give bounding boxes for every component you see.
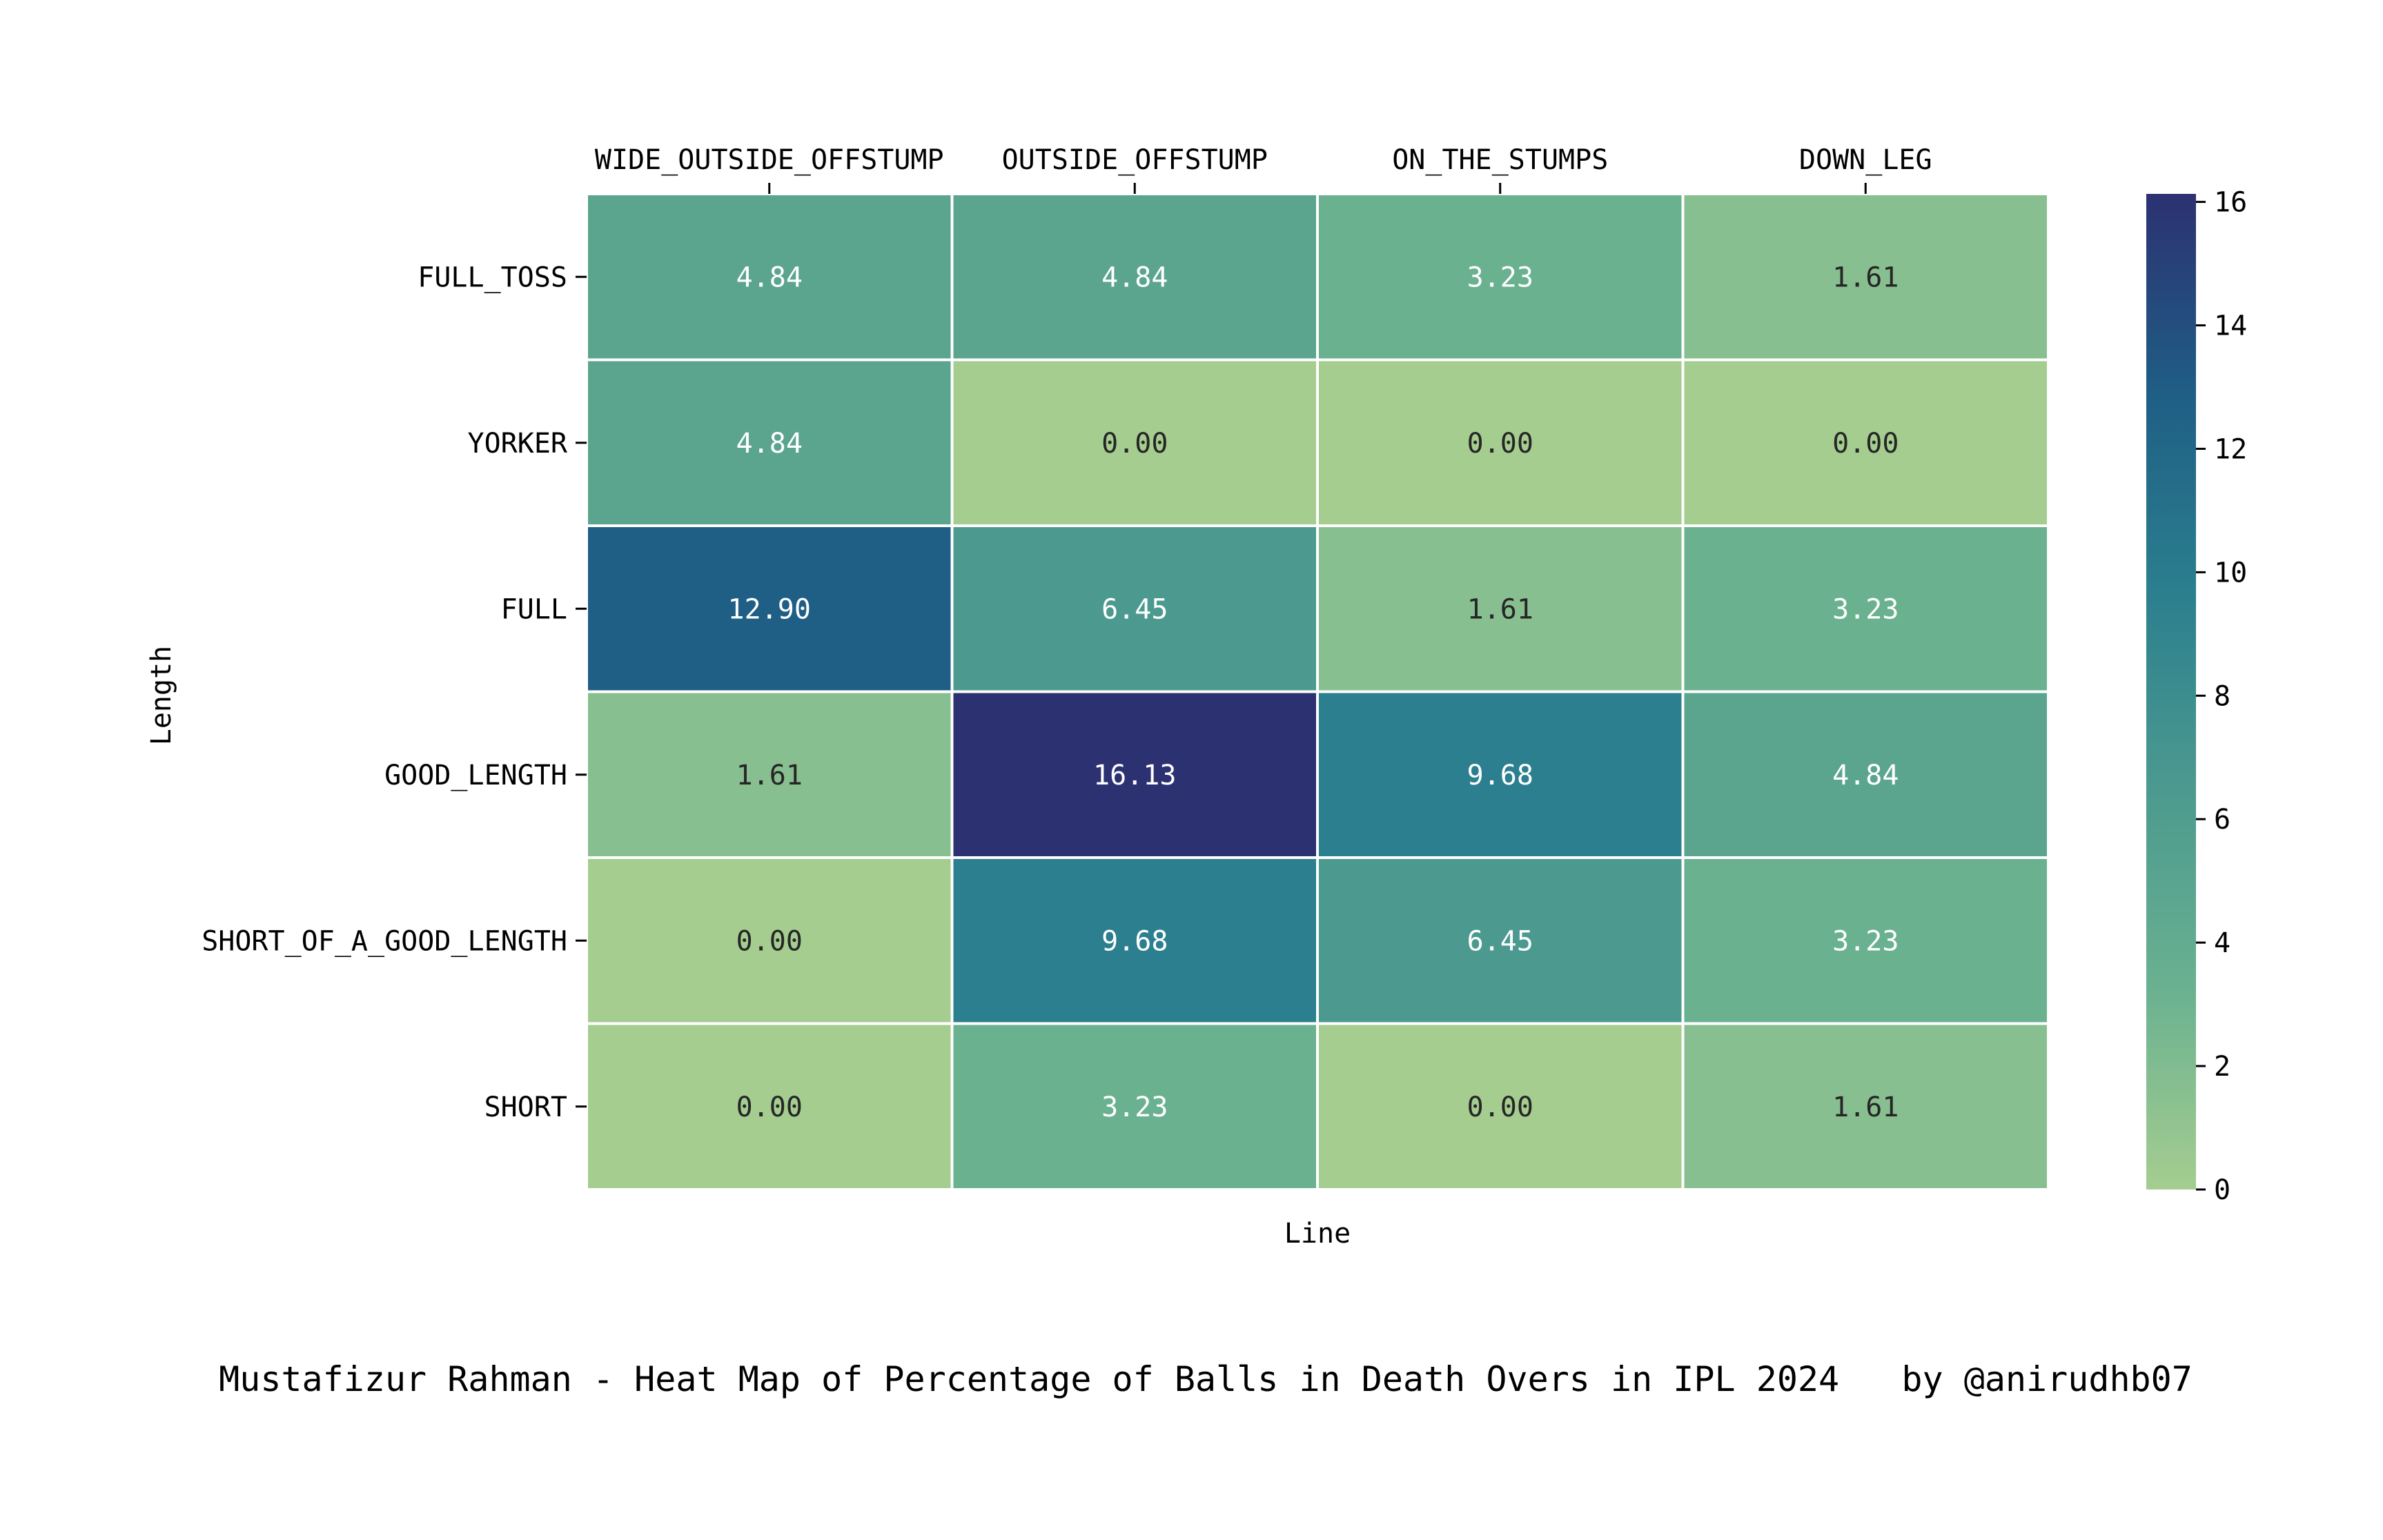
cell-value-label: 1.61: [1467, 593, 1533, 625]
colorbar-tick-label: 0: [2214, 1174, 2230, 1206]
cell-value-label: 4.84: [736, 261, 803, 293]
y-tick-label: GOOD_LENGTH: [384, 760, 567, 791]
heatmap-cell: [585, 192, 954, 362]
heatmap-cell: [1681, 524, 2050, 693]
cell-value-label: 16.13: [1093, 760, 1176, 791]
cell-value-label: 0.00: [736, 925, 803, 957]
y-tick-label: FULL: [501, 593, 567, 625]
colorbar-tick-label: 4: [2214, 927, 2230, 959]
cell-value-label: 0.00: [1467, 428, 1533, 460]
cell-value-label: 0.00: [1467, 1092, 1533, 1123]
cell-value-label: 6.45: [1467, 925, 1533, 957]
heatmap-cell: [1681, 856, 2050, 1025]
cell-value-label: 3.23: [1467, 261, 1533, 293]
cell-value-label: 3.23: [1101, 1092, 1168, 1123]
cell-value-label: 3.23: [1832, 593, 1899, 625]
y-axis: FULL_TOSS YORKER FULL GOOD_LENGTH SHORT_OF_A…: [202, 261, 587, 1123]
y-tick-label: SHORT: [484, 1092, 567, 1123]
cell-value-label: 9.68: [1467, 760, 1533, 791]
colorbar-tick-label: 6: [2214, 804, 2230, 836]
chart-title: Mustafizur Rahman - Heat Map of Percenta…: [219, 1359, 2193, 1399]
heatmap-cell: [1681, 1022, 2050, 1191]
cell-value-label: 0.00: [1101, 428, 1168, 460]
heatmap-cell: [585, 690, 954, 859]
x-axis: WIDE_OUTSIDE_OFFSTUMP OUTSIDE_OFFSTUMP ON_…: [595, 144, 1932, 194]
heatmap-cell: [1681, 358, 2050, 527]
cell-value-label: 4.84: [1101, 261, 1168, 293]
x-tick-label: OUTSIDE_OFFSTUMP: [1002, 144, 1268, 176]
heatmap-cell: [950, 192, 1319, 362]
cell-value-label: 4.84: [1832, 760, 1899, 791]
cell-value-label: 0.00: [736, 1092, 803, 1123]
colorbar-tick-label: 8: [2214, 680, 2230, 712]
heatmap-cell: [1316, 1022, 1685, 1191]
cell-value-label: 9.68: [1101, 925, 1168, 957]
colorbar-tick-label: 16: [2214, 187, 2247, 219]
heatmap-cell: [585, 358, 954, 527]
heatmap-cell: [950, 358, 1319, 527]
cell-value-label: 1.61: [1832, 261, 1899, 293]
heatmap-cells: 4.84 4.84 3.23 1.61 4.84 0.00 0.00 0.00 12.90 6.4…: [585, 192, 2050, 1191]
cell-value-label: 12.90: [728, 593, 811, 625]
heatmap-cell: [950, 1022, 1319, 1191]
colorbar-tick-label: 12: [2214, 433, 2247, 465]
cell-value-label: 1.61: [736, 760, 803, 791]
heatmap-cell: [585, 856, 954, 1025]
heatmap-cell: [1316, 856, 1685, 1025]
colorbar-gradient: [2146, 194, 2196, 1189]
colorbar: 0 2 4 6 8 10 12 14 16: [2146, 187, 2247, 1206]
x-axis-label: Line: [1284, 1218, 1351, 1250]
colorbar-tick-label: 2: [2214, 1051, 2230, 1083]
x-tick-label: DOWN_LEG: [1799, 144, 1932, 176]
cell-value-label: 4.84: [736, 428, 803, 460]
heatmap-cell: [1681, 192, 2050, 362]
heatmap-cell: [950, 856, 1319, 1025]
x-tick-label: ON_THE_STUMPS: [1392, 144, 1608, 176]
cell-value-label: 0.00: [1832, 428, 1899, 460]
y-tick-label: SHORT_OF_A_GOOD_LENGTH: [202, 925, 567, 957]
y-axis-label: Length: [146, 646, 177, 746]
colorbar-tick-label: 14: [2214, 310, 2247, 342]
y-tick-label: FULL_TOSS: [418, 261, 567, 293]
heatmap-cell: [585, 1022, 954, 1191]
cell-value-label: 1.61: [1832, 1092, 1899, 1123]
heatmap-cell: [950, 524, 1319, 693]
x-tick-label: WIDE_OUTSIDE_OFFSTUMP: [595, 144, 944, 176]
cell-value-label: 3.23: [1832, 925, 1899, 957]
cell-value-label: 6.45: [1101, 593, 1168, 625]
y-tick-label: YORKER: [468, 428, 568, 460]
heatmap-cell: [950, 690, 1319, 859]
heatmap-cell: [1681, 690, 2050, 859]
colorbar-tick-label: 10: [2214, 557, 2247, 589]
